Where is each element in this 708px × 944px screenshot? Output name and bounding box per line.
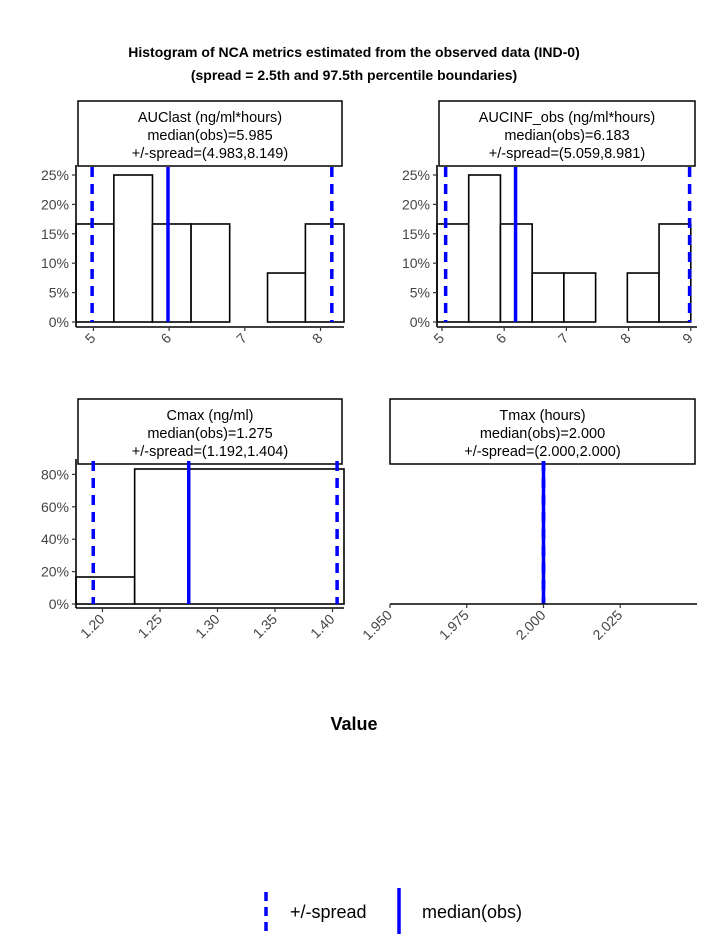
x-tick-label: 1.30 — [192, 611, 223, 642]
facet-panel-4: Tmax (hours) median(obs)=2.000 +/-spread=(… — [359, 398, 697, 643]
y-tick-label: 80% — [41, 466, 69, 482]
x-tick-label: 5 — [82, 330, 99, 347]
legend-spread-label: +/-spread — [290, 902, 367, 922]
facet-panel-2: AUCINF_obs (ng/ml*hours) median(obs)=6.18… — [402, 100, 697, 347]
y-tick-label: 25% — [41, 167, 69, 183]
y-tick-label: 5% — [410, 285, 430, 301]
y-tick-label: 5% — [49, 285, 69, 301]
x-tick-label: 2.025 — [589, 607, 625, 643]
y-tick-label: 0% — [49, 596, 69, 612]
strip-box — [77, 398, 343, 465]
x-tick-label: 8 — [617, 330, 634, 347]
x-tick-label: 1.25 — [135, 611, 166, 642]
y-tick-label: 40% — [41, 531, 69, 547]
histogram-bar — [266, 272, 307, 323]
y-tick-label: 15% — [41, 226, 69, 242]
strip-label-line: median(obs)=6.183 — [504, 128, 629, 144]
histogram-bar — [75, 223, 115, 323]
strip-label-line: +/-spread=(2.000,2.000) — [464, 444, 620, 460]
strip-label-line: median(obs)=2.000 — [480, 426, 605, 442]
y-tick-label: 15% — [402, 226, 430, 242]
y-tick-label: 0% — [410, 314, 430, 330]
x-tick-label: 8 — [309, 330, 326, 347]
x-tick-label: 1.20 — [77, 611, 108, 642]
strip-box — [438, 100, 696, 167]
strip-label-line: +/-spread=(5.059,8.981) — [489, 146, 645, 162]
histogram-bar — [626, 272, 660, 323]
y-tick-label: 20% — [41, 564, 69, 580]
facet-panel-1: AUClast (ng/ml*hours) median(obs)=5.985 +/… — [41, 100, 345, 347]
x-axis-label: Value — [330, 714, 377, 734]
facet-panels: AUClast (ng/ml*hours) median(obs)=5.985 +/… — [41, 100, 697, 643]
histogram-bar — [531, 272, 565, 323]
strip-label-line: AUCINF_obs (ng/ml*hours) — [479, 110, 655, 126]
strip-label-line: +/-spread=(4.983,8.149) — [132, 146, 288, 162]
y-tick-label: 25% — [402, 167, 430, 183]
histogram-bar — [436, 223, 470, 323]
histogram-bar — [190, 223, 231, 323]
x-tick-label: 6 — [492, 330, 509, 347]
strip-label-line: +/-spread=(1.192,1.404) — [132, 444, 288, 460]
y-tick-label: 0% — [49, 314, 69, 330]
facet-panel-3: Cmax (ng/ml) median(obs)=1.275 +/-spread=(… — [41, 398, 345, 642]
histogram-bar — [563, 272, 597, 323]
x-tick-label: 2.000 — [513, 607, 549, 643]
x-tick-label: 1.975 — [436, 607, 472, 643]
histogram-bar — [75, 576, 136, 605]
strip-label-line: Tmax (hours) — [499, 408, 585, 424]
y-tick-label: 10% — [402, 255, 430, 271]
strip-label-line: Cmax (ng/ml) — [166, 408, 253, 424]
x-tick-label: 9 — [679, 330, 696, 347]
x-tick-label: 5 — [430, 330, 447, 347]
y-tick-label: 20% — [41, 196, 69, 212]
x-tick-label: 7 — [233, 330, 250, 347]
legend-median-label: median(obs) — [422, 902, 522, 922]
histogram-bar — [658, 223, 692, 323]
strip-box — [77, 100, 343, 167]
y-tick-label: 60% — [41, 499, 69, 515]
x-tick-label: 1.950 — [359, 607, 395, 643]
x-tick-label: 7 — [555, 330, 572, 347]
histogram-bar — [467, 174, 502, 323]
x-tick-label: 6 — [157, 330, 174, 347]
figure-title-line-2: (spread = 2.5th and 97.5th percentile bo… — [191, 67, 517, 83]
strip-label-line: median(obs)=1.275 — [147, 426, 272, 442]
histogram-bar — [304, 223, 345, 323]
histogram-bar — [151, 223, 192, 323]
histogram-bar — [133, 468, 345, 605]
x-tick-label: 1.35 — [250, 611, 281, 642]
legend: +/-spread median(obs) — [264, 888, 522, 934]
y-tick-label: 10% — [41, 255, 69, 271]
histogram-bar — [113, 174, 154, 323]
x-tick-label: 1.40 — [307, 611, 338, 642]
y-tick-label: 20% — [402, 196, 430, 212]
strip-label-line: median(obs)=5.985 — [147, 128, 272, 144]
figure-title-line-1: Histogram of NCA metrics estimated from … — [128, 44, 579, 60]
strip-box — [389, 398, 696, 465]
strip-label-line: AUClast (ng/ml*hours) — [138, 110, 282, 126]
